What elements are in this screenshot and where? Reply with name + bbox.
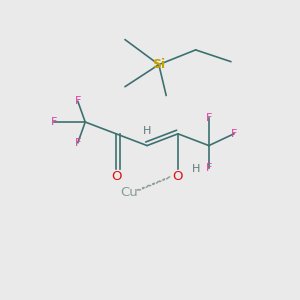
Text: F: F: [75, 138, 81, 148]
Text: H: H: [143, 126, 151, 136]
Text: O: O: [173, 170, 183, 183]
Text: F: F: [75, 96, 81, 106]
Text: F: F: [206, 112, 212, 123]
Text: Cu: Cu: [121, 186, 138, 199]
Text: F: F: [206, 163, 212, 173]
Text: F: F: [231, 129, 237, 139]
Text: F: F: [51, 117, 58, 127]
Text: O: O: [111, 170, 122, 183]
Text: H: H: [191, 164, 200, 174]
Text: Si: Si: [152, 58, 165, 71]
